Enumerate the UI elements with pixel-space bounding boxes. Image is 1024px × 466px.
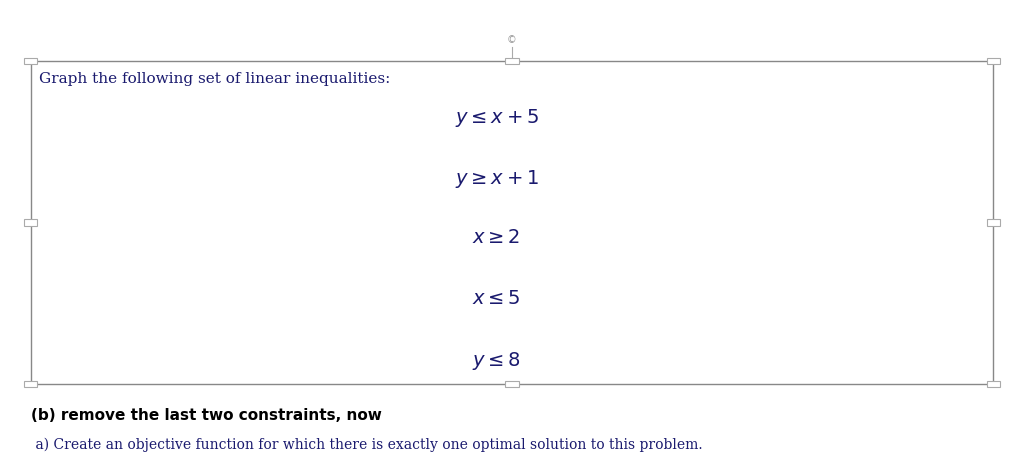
Text: $x \geq 2$: $x \geq 2$ — [472, 228, 521, 247]
Text: ©: © — [507, 34, 517, 45]
Text: $y \leq 8$: $y \leq 8$ — [472, 350, 521, 371]
Text: $x \leq 5$: $x \leq 5$ — [472, 289, 521, 308]
Bar — [506, 57, 518, 63]
Text: a) Create an objective function for which there is exactly one optimal solution : a) Create an objective function for whic… — [31, 438, 702, 452]
Text: $y \geq x+1$: $y \geq x+1$ — [455, 168, 539, 190]
Bar — [25, 57, 37, 63]
Bar — [25, 219, 37, 226]
Text: (b) remove the last two constraints, now: (b) remove the last two constraints, now — [31, 408, 382, 423]
Bar — [987, 219, 999, 226]
Bar — [987, 381, 999, 388]
Text: Graph the following set of linear inequalities:: Graph the following set of linear inequa… — [39, 72, 390, 86]
Bar — [31, 61, 993, 384]
Bar — [25, 381, 37, 388]
Text: $y \leq x+5$: $y \leq x+5$ — [455, 107, 539, 129]
Bar — [987, 57, 999, 63]
Bar — [506, 381, 518, 388]
